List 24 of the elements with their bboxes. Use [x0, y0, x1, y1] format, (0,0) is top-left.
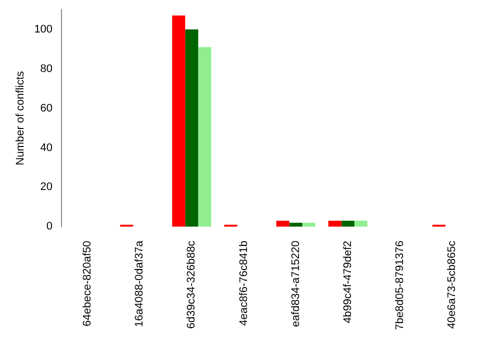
bar	[185, 29, 198, 227]
bar	[289, 222, 302, 227]
x-tick-label: 64ebece-820af50	[82, 240, 94, 326]
x-tick-label: 6d39c34-326b88c	[186, 240, 198, 329]
x-tick-label: 4eac8f6-76c841b	[238, 240, 250, 326]
bar	[198, 47, 212, 227]
x-tick-label: 40e6a73-5cb865c	[446, 240, 458, 329]
y-tick-label: 80	[40, 62, 53, 75]
y-tick-label: 100	[34, 23, 53, 36]
y-tick-label: 40	[40, 142, 53, 154]
bar	[354, 220, 368, 227]
bar	[302, 222, 316, 227]
y-tick-label: 60	[40, 102, 53, 114]
bar	[328, 220, 342, 227]
bar	[172, 16, 186, 227]
y-tick-label: 0	[46, 220, 53, 233]
x-tick-label: 7be8d05-8791376	[394, 240, 406, 330]
bar	[341, 220, 354, 227]
y-axis-title: Number of conflicts	[14, 70, 27, 166]
x-tick-label: eafd834-a715220	[290, 240, 302, 327]
x-tick-label: 16a4088-0daf37a	[134, 240, 146, 327]
bar	[276, 220, 290, 227]
x-tick-label: 4b99c4f-479def2	[342, 240, 354, 324]
y-tick-label: 20	[40, 181, 53, 194]
